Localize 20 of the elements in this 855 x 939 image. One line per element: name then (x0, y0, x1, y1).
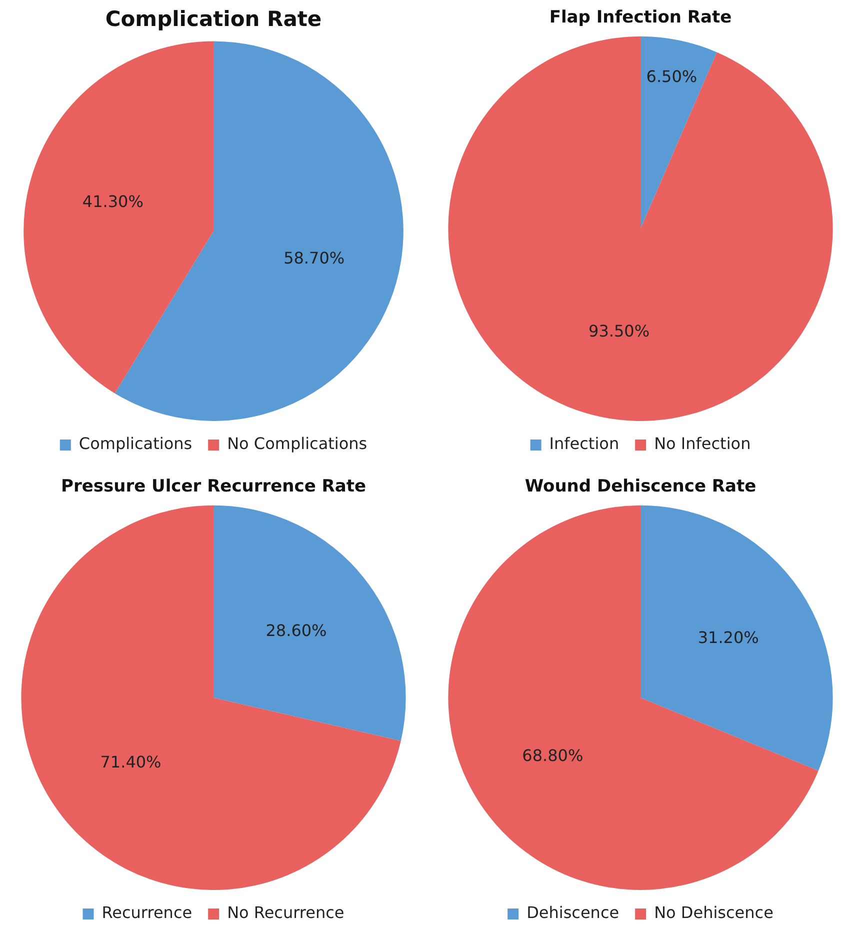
data-label: 58.70% (284, 248, 345, 268)
legend-label: No Dehiscence (654, 903, 774, 922)
legend-label: Dehiscence (526, 903, 620, 922)
data-label: 93.50% (588, 321, 650, 340)
legend-label: No Infection (654, 434, 751, 454)
chart-title: Complication Rate (105, 7, 322, 32)
legend-label: Complications (78, 434, 192, 454)
data-label: 71.40% (100, 752, 162, 772)
data-label: 28.60% (266, 620, 327, 640)
chart-title: Flap Infection Rate (549, 8, 732, 28)
data-label: 41.30% (82, 192, 144, 212)
data-label: 31.20% (698, 628, 759, 647)
data-label: 68.80% (522, 746, 584, 765)
legend-label: No Complications (227, 434, 368, 454)
chart-title: Wound Dehiscence Rate (524, 476, 756, 497)
chart-title: Pressure Ulcer Recurrence Rate (60, 476, 366, 497)
legend-label: Recurrence (102, 903, 192, 922)
legend-label: Infection (549, 434, 620, 454)
data-label: 6.50% (646, 67, 698, 86)
legend-label: No Recurrence (227, 903, 344, 922)
